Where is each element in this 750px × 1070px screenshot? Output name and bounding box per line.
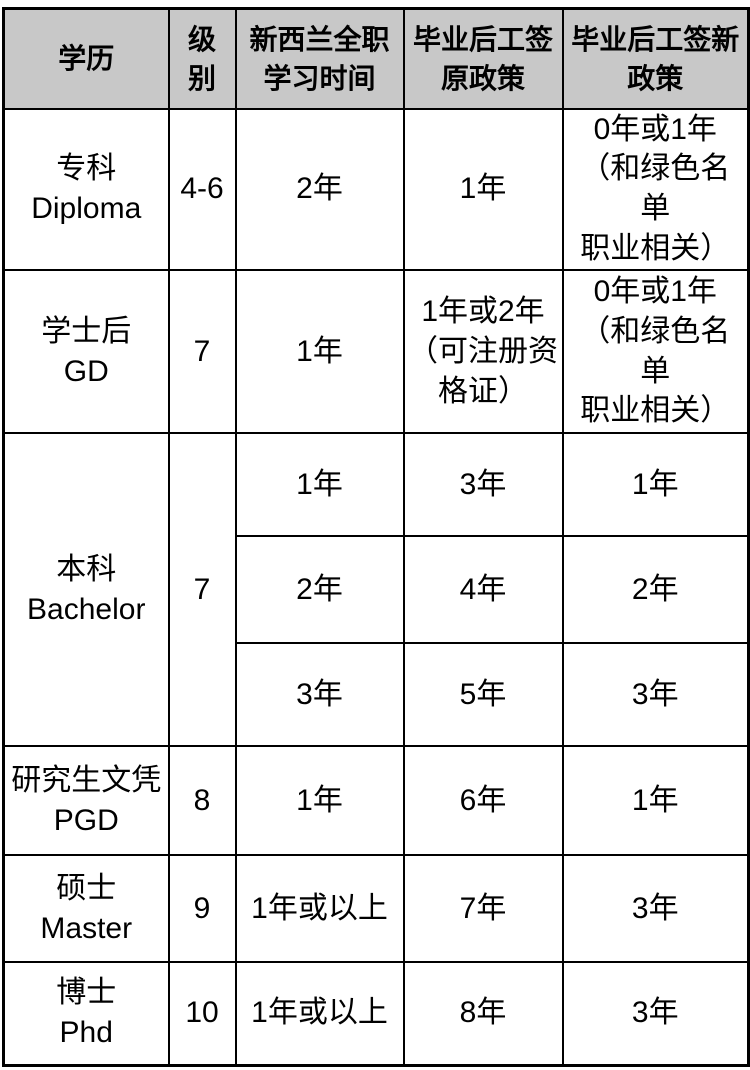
cell-gd-old-policy: 1年或2年 （可注册资 格证） [402,269,564,435]
header-study-time: 新西兰全职 学习时间 [234,7,405,110]
row-bachelor-option-1: 本科 Bachelor 7 1年 3年 1年 [2,432,750,748]
header-row: 学历 级 别 新西兰全职 学习时间 毕业后工签 原政策 毕业后工签新 政策 [2,7,750,110]
cell-master-education: 硕士 Master [2,854,170,964]
cell-diploma-education: 专科 Diploma [2,107,170,272]
cell-phd-new-policy: 3年 [561,961,750,1067]
header-education: 学历 [2,7,170,110]
cell-bachelor-1-study-time: 1年 [234,432,405,538]
header-old-policy: 毕业后工签 原政策 [402,7,564,110]
cell-diploma-study-time: 2年 [234,107,405,272]
page: 学历 级 别 新西兰全职 学习时间 毕业后工签 原政策 毕业后工签新 政策 专科… [0,7,750,1070]
cell-pgd-study-time: 1年 [234,745,405,857]
row-bachelor-option-2: 2年 4年 2年 [4,535,750,645]
cell-diploma-old-policy: 1年 [402,107,564,272]
row-phd: 博士 Phd 10 1年或以上 8年 3年 [2,961,750,1067]
cell-diploma-level: 4-6 [167,107,237,272]
cell-master-study-time: 1年或以上 [234,854,405,964]
cell-pgd-education: 研究生文凭 PGD [2,745,170,857]
cell-diploma-new-policy: 0年或1年 （和绿色名单 职业相关） [561,107,750,272]
nz-study-workvisa-policy-table: 学历 级 别 新西兰全职 学习时间 毕业后工签 原政策 毕业后工签新 政策 专科… [2,7,750,1067]
cell-phd-education: 博士 Phd [2,961,170,1067]
row-bachelor-option-3: 3年 5年 3年 [4,642,750,748]
cell-bachelor-3-study-time: 3年 [234,642,405,748]
row-diploma: 专科 Diploma 4-6 2年 1年 0年或1年 （和绿色名单 职业相关） [2,107,750,272]
cell-bachelor-level: 7 [167,432,237,748]
cell-pgd-level: 8 [167,745,237,857]
cell-master-old-policy: 7年 [402,854,564,964]
cell-bachelor-2-study-time: 2年 [234,535,405,645]
cell-phd-level: 10 [167,961,237,1067]
cell-master-new-policy: 3年 [561,854,750,964]
row-master: 硕士 Master 9 1年或以上 7年 3年 [2,854,750,964]
cell-phd-old-policy: 8年 [402,961,564,1067]
cell-gd-new-policy: 0年或1年 （和绿色名单 职业相关） [561,269,750,435]
header-level: 级 别 [167,7,237,110]
cell-bachelor-3-new-policy: 3年 [561,642,750,748]
row-pgd: 研究生文凭 PGD 8 1年 6年 1年 [2,745,750,857]
cell-master-level: 9 [167,854,237,964]
cell-bachelor-1-old-policy: 3年 [402,432,564,538]
cell-bachelor-education: 本科 Bachelor [2,432,170,748]
row-gd: 学士后 GD 7 1年 1年或2年 （可注册资 格证） 0年或1年 （和绿色名单… [2,269,750,435]
cell-pgd-old-policy: 6年 [402,745,564,857]
cell-bachelor-3-old-policy: 5年 [402,642,564,748]
cell-pgd-new-policy: 1年 [561,745,750,857]
cell-bachelor-2-old-policy: 4年 [402,535,564,645]
cell-bachelor-1-new-policy: 1年 [561,432,750,538]
cell-bachelor-2-new-policy: 2年 [561,535,750,645]
cell-gd-study-time: 1年 [234,269,405,435]
header-new-policy: 毕业后工签新 政策 [561,7,750,110]
cell-gd-level: 7 [167,269,237,435]
cell-gd-education: 学士后 GD [2,269,170,435]
cell-phd-study-time: 1年或以上 [234,961,405,1067]
